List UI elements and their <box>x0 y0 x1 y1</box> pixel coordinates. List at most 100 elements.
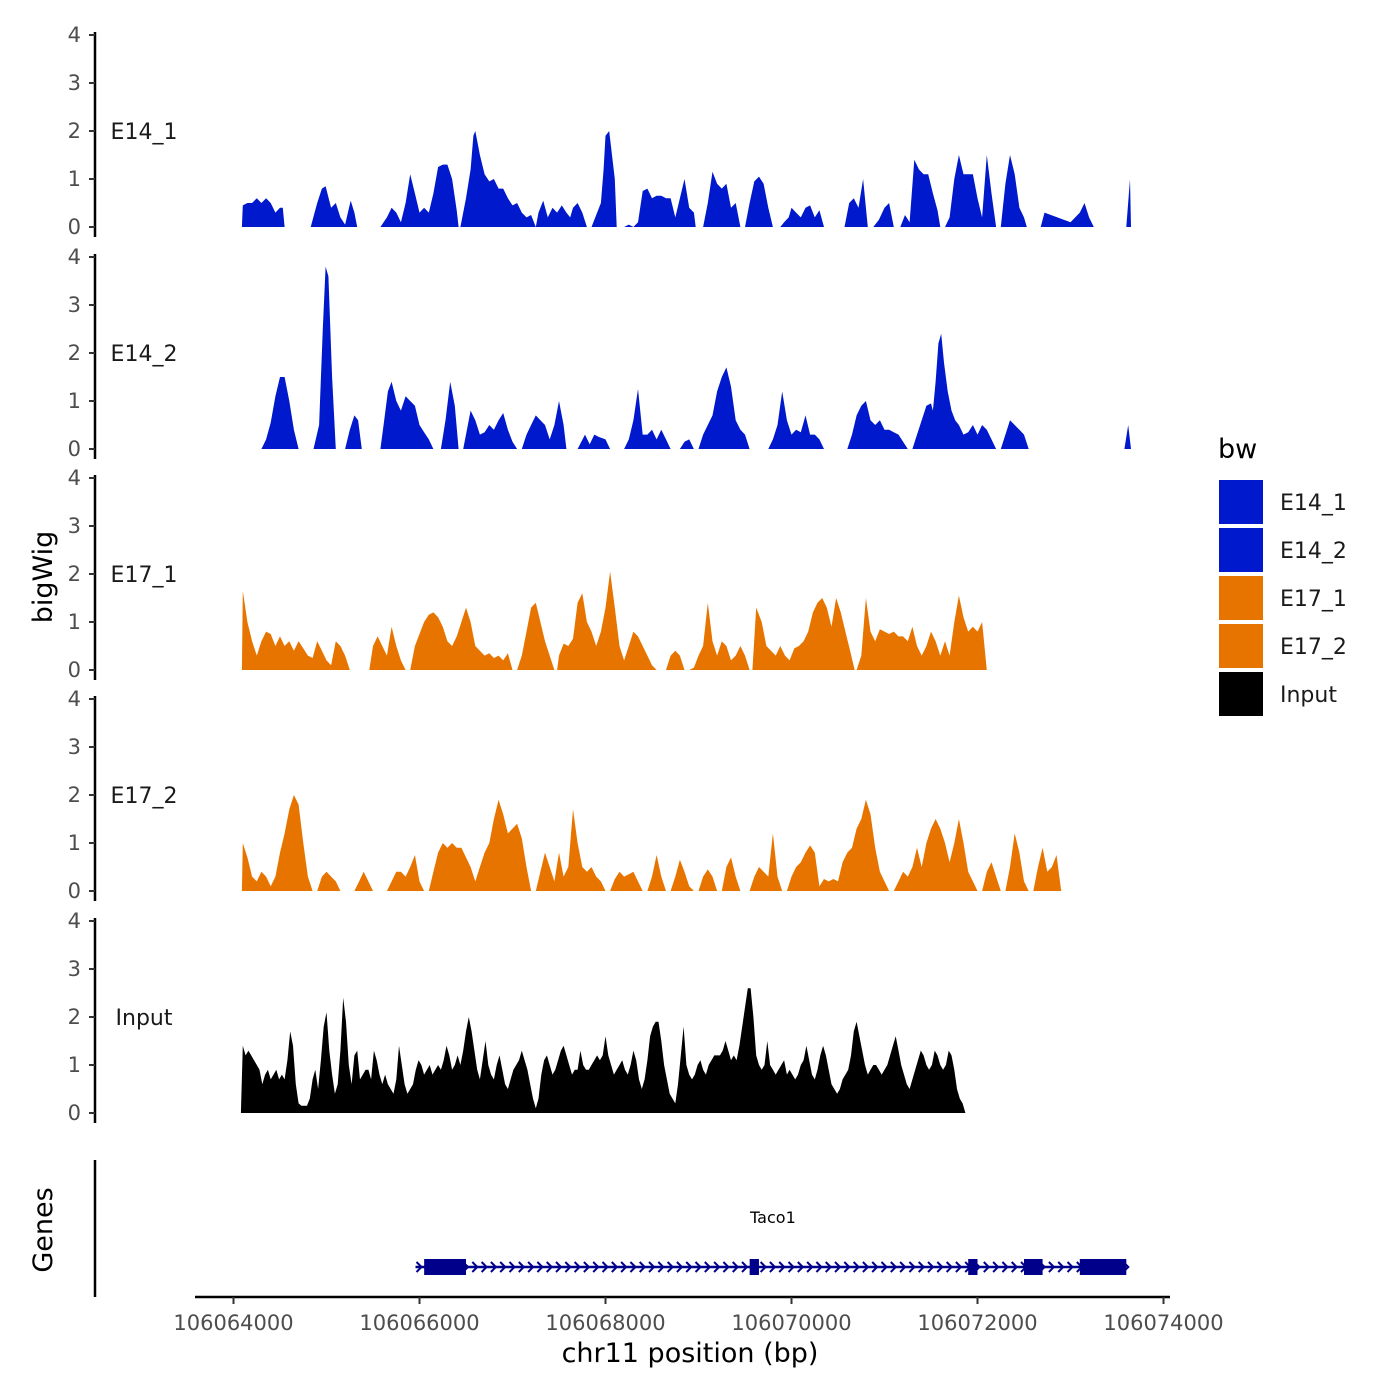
track-label: E14_1 <box>111 120 178 145</box>
strand-chevron <box>592 1261 600 1273</box>
legend-entry: E17_2 <box>1219 624 1347 668</box>
strand-chevron <box>862 1261 870 1273</box>
strand-chevron <box>713 1261 721 1273</box>
strand-chevron <box>415 1261 423 1273</box>
strand-chevron <box>573 1261 582 1273</box>
strand-chevron <box>936 1261 944 1273</box>
strand-chevron <box>676 1261 684 1273</box>
legend-swatch <box>1219 624 1263 668</box>
y-tick-label: 1 <box>68 167 81 191</box>
y-tick-label: 0 <box>68 215 81 239</box>
strand-chevron <box>1001 1261 1009 1273</box>
legend-entry: E14_1 <box>1219 480 1347 524</box>
legend-swatch <box>1219 576 1263 620</box>
legend-label: E17_1 <box>1280 587 1347 612</box>
strand-chevron <box>1066 1261 1074 1273</box>
strand-chevron <box>824 1261 833 1273</box>
legend-entry: Input <box>1219 672 1337 716</box>
legend-swatch <box>1219 528 1263 572</box>
legend-title: bw <box>1218 434 1257 465</box>
strand-chevron <box>648 1261 656 1273</box>
strand-chevron <box>899 1261 907 1273</box>
y-axis-title: bigWig <box>28 531 59 624</box>
legend: bw E14_1 E14_2 E17_1 E17_2 Input <box>1218 434 1347 716</box>
strand-chevron <box>1010 1261 1019 1273</box>
strand-chevron <box>480 1261 489 1273</box>
strand-chevron <box>983 1261 991 1273</box>
strand-chevron <box>890 1261 898 1273</box>
strand-chevron <box>722 1261 730 1273</box>
y-tick-label: 1 <box>68 831 81 855</box>
legend-entry: E17_1 <box>1219 576 1347 620</box>
strand-chevron <box>927 1261 935 1273</box>
strand-chevron <box>908 1261 916 1273</box>
track-label: E14_2 <box>111 342 178 367</box>
strand-chevron <box>490 1261 498 1273</box>
y-tick-label: 4 <box>68 909 81 933</box>
x-tick-label: 106064000 <box>173 1311 293 1335</box>
strand-chevron <box>564 1261 572 1273</box>
track-e14-1: 0 1 2 3 4 E14_1 <box>68 23 1131 239</box>
x-axis: 106064000 106066000 106068000 106070000 1060… <box>173 1295 1224 1335</box>
strand-chevron <box>1057 1261 1065 1273</box>
y-tick-label: 1 <box>68 389 81 413</box>
strand-chevron <box>611 1261 619 1273</box>
strand-chevron <box>629 1261 637 1273</box>
strand-chevron <box>917 1261 926 1273</box>
x-tick-label: 106072000 <box>917 1311 1037 1335</box>
strand-chevron <box>685 1261 693 1273</box>
y-tick-label: 3 <box>68 735 81 759</box>
y-tick-label: 2 <box>68 1005 81 1029</box>
strand-chevron <box>787 1261 795 1273</box>
legend-swatch <box>1219 480 1263 524</box>
strand-chevron <box>871 1261 879 1273</box>
strand-chevron <box>471 1261 479 1273</box>
strand-chevron <box>666 1261 675 1273</box>
x-tick-label: 106070000 <box>731 1311 851 1335</box>
track-e17-1: 0 1 2 3 4 E17_1 <box>68 466 987 682</box>
strand-chevron <box>955 1261 963 1273</box>
y-tick-label: 0 <box>68 1101 81 1125</box>
strand-chevron <box>880 1261 888 1273</box>
gene-label: Taco1 <box>749 1208 796 1227</box>
y-tick-label: 3 <box>68 514 81 538</box>
y-tick-label: 1 <box>68 610 81 634</box>
signal-area-input <box>240 988 966 1113</box>
strand-chevron <box>843 1261 851 1273</box>
track-label: Input <box>116 1006 173 1031</box>
x-tick-label: 106068000 <box>545 1311 665 1335</box>
strand-chevron <box>555 1261 563 1273</box>
legend-swatch <box>1219 672 1263 716</box>
strand-chevron <box>545 1261 554 1273</box>
x-tick-label: 106074000 <box>1103 1311 1223 1335</box>
y-tick-label: 2 <box>68 562 81 586</box>
gene-exon <box>424 1259 466 1275</box>
y-tick-label: 4 <box>68 687 81 711</box>
strand-chevron <box>508 1261 516 1273</box>
legend-entry: E14_2 <box>1219 528 1347 572</box>
signal-area-e17-1 <box>241 571 987 670</box>
strand-chevron <box>694 1261 702 1273</box>
x-axis-title: chr11 position (bp) <box>562 1338 819 1369</box>
y-tick-label: 1 <box>68 1053 81 1077</box>
y-tick-label: 2 <box>68 341 81 365</box>
strand-chevron <box>945 1261 954 1273</box>
signal-area-e17-2 <box>241 795 1062 891</box>
strand-chevron <box>797 1261 805 1273</box>
y-tick-label: 0 <box>68 437 81 461</box>
legend-label: E17_2 <box>1280 635 1347 660</box>
y-tick-label: 3 <box>68 957 81 981</box>
strand-chevron <box>499 1261 507 1273</box>
track-input: 0 1 2 3 4 Input <box>68 909 966 1125</box>
strand-chevron <box>518 1261 526 1273</box>
y-tick-label: 0 <box>68 658 81 682</box>
x-tick-label: 106066000 <box>359 1311 479 1335</box>
legend-label: E14_2 <box>1280 539 1347 564</box>
strand-chevron <box>601 1261 609 1273</box>
y-tick-label: 2 <box>68 783 81 807</box>
strand-chevron <box>1048 1261 1056 1273</box>
strand-chevron <box>806 1261 814 1273</box>
strand-chevron <box>527 1261 535 1273</box>
y-tick-label: 2 <box>68 119 81 143</box>
